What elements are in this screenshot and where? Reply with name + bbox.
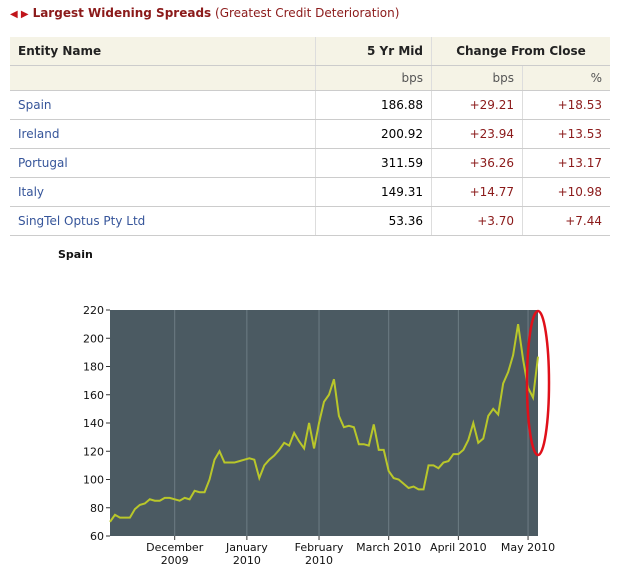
cell: 53.36 — [315, 206, 432, 236]
y-tick-label: 180 — [83, 361, 104, 374]
cell: +10.98 — [522, 177, 610, 207]
unit: bps — [315, 65, 432, 91]
spreads-table: Entity Name 5 Yr Mid Change From Close b… — [10, 37, 610, 236]
column-header: Entity Name — [10, 37, 316, 66]
x-tick-label: December — [146, 541, 204, 554]
entity-name[interactable]: Portugal — [10, 148, 316, 178]
unit: % — [522, 65, 610, 91]
x-tick-label: May 2010 — [501, 541, 555, 554]
x-tick-label: April 2010 — [430, 541, 487, 554]
table-row: Portugal 311.59 +36.26 +13.17 — [10, 148, 610, 178]
cell: 200.92 — [315, 119, 432, 149]
chart-title: Spain — [58, 248, 93, 261]
unit-row: bps bps % — [10, 65, 610, 91]
y-tick-label: 200 — [83, 332, 104, 345]
entity-name[interactable]: Italy — [10, 177, 316, 207]
header-row: Entity Name 5 Yr Mid Change From Close — [10, 37, 610, 66]
highlight-ellipse — [525, 309, 551, 457]
cell: +23.94 — [431, 119, 523, 149]
title: Largest Widening Spreads — [32, 6, 212, 20]
y-tick-label: 80 — [90, 502, 104, 515]
y-tick-label: 140 — [83, 417, 104, 430]
table-row: Ireland 200.92 +23.94 +13.53 — [10, 119, 610, 149]
x-tick-label: January — [225, 541, 268, 554]
cell: +7.44 — [522, 206, 610, 236]
entity-name[interactable]: Spain — [10, 90, 316, 120]
x-tick-label: 2010 — [305, 554, 333, 567]
x-tick-label: 2009 — [161, 554, 189, 567]
nav-arrows[interactable]: ◀ ▶ — [10, 9, 29, 20]
table-row: Spain 186.88 +29.21 +18.53 — [10, 90, 610, 120]
entity-name[interactable]: SingTel Optus Pty Ltd — [10, 206, 316, 236]
y-tick-label: 160 — [83, 389, 104, 402]
column-header: 5 Yr Mid — [315, 37, 432, 66]
cell: +18.53 — [522, 90, 610, 120]
x-tick-label: March 2010 — [356, 541, 421, 554]
y-tick-label: 120 — [83, 445, 104, 458]
cell: +14.77 — [431, 177, 523, 207]
cell: +3.70 — [431, 206, 523, 236]
column-header: Change From Close — [431, 37, 610, 66]
subtitle: (Greatest Credit Deterioration) — [215, 6, 400, 20]
y-tick-label: 100 — [83, 474, 104, 487]
x-tick-label: 2010 — [233, 554, 261, 567]
plot-area — [110, 310, 538, 536]
y-tick-label: 220 — [83, 304, 104, 317]
cell: 149.31 — [315, 177, 432, 207]
cell: +36.26 — [431, 148, 523, 178]
unit: bps — [431, 65, 523, 91]
x-tick-label: February — [295, 541, 344, 554]
cell: +29.21 — [431, 90, 523, 120]
cell: 186.88 — [315, 90, 432, 120]
line — [109, 323, 539, 523]
cell: +13.17 — [522, 148, 610, 178]
chart: Spain 6080100120140160180200220December2… — [58, 248, 555, 567]
header: ◀ ▶ Largest Widening Spreads (Greatest Cr… — [10, 6, 399, 20]
table-row: Italy 149.31 +14.77 +10.98 — [10, 177, 610, 207]
entity-name[interactable]: Ireland — [10, 119, 316, 149]
y-tick-label: 60 — [90, 530, 104, 543]
cell: +13.53 — [522, 119, 610, 149]
table-body: Spain 186.88 +29.21 +18.53 Ireland 200.92 +23.… — [10, 90, 610, 236]
table-row: SingTel Optus Pty Ltd 53.36 +3.70 +7.44 — [10, 206, 610, 236]
cell: 311.59 — [315, 148, 432, 178]
